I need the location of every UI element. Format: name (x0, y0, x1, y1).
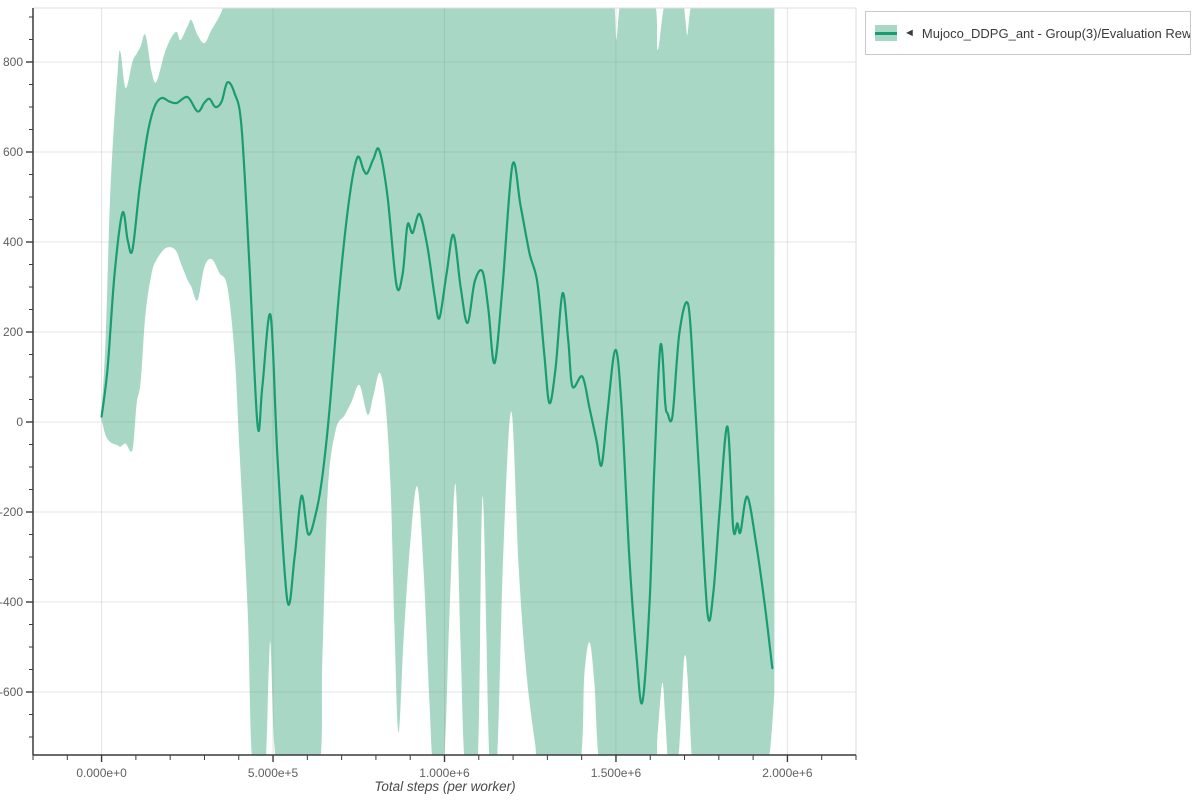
x-tick-label: 1.000e+6 (419, 766, 470, 780)
y-tick-label: -600 (0, 685, 23, 699)
y-tick-label: -400 (0, 595, 23, 609)
x-tick-label: 2.000e+6 (762, 766, 813, 780)
y-tick-label: 600 (3, 145, 23, 159)
confidence-band (101, 8, 775, 755)
legend-swatch-line (875, 31, 897, 35)
y-tick-label: 400 (3, 235, 23, 249)
y-tick-label: 800 (3, 55, 23, 69)
axes: 0.000e+0 5.000e+5 1.000e+6 1.500e+6 2.000e+6… (0, 7, 857, 780)
x-tick-label: 0.000e+0 (76, 766, 127, 780)
legend[interactable]: ◄ Mujoco_DDPG_ant - Group(3)/Evaluation … (865, 11, 1191, 55)
y-tick-label: 0 (16, 415, 23, 429)
legend-collapse-icon[interactable]: ◄ (904, 27, 915, 39)
y-tick-label: 200 (3, 325, 23, 339)
reward-line (100, 81, 774, 705)
legend-swatch-band (875, 25, 897, 41)
legend-label: Mujoco_DDPG_ant - Group(3)/Evaluation Re… (921, 25, 1191, 41)
y-tick-label: -200 (0, 505, 23, 519)
x-axis-title: Total steps (per worker) (374, 779, 515, 794)
x-tick-label: 1.500e+6 (591, 766, 642, 780)
x-tick-label: 5.000e+5 (248, 766, 299, 780)
